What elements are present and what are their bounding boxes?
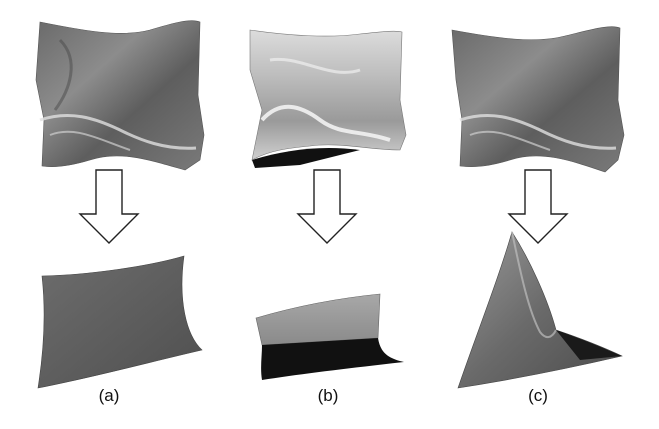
panel-b-folded-surface xyxy=(255,293,404,380)
panel-a-flattened-surface xyxy=(37,255,203,389)
panel-label-a: (a) xyxy=(98,386,120,405)
panel-c-arrow xyxy=(507,169,569,244)
panel-c-crumpled-surface xyxy=(451,26,625,173)
panel-a-arrow xyxy=(78,169,140,244)
panel-a-crumpled-surface xyxy=(35,20,205,171)
panel-label-b: (b) xyxy=(317,386,339,405)
panel-label-c: (c) xyxy=(528,386,548,405)
panel-b-crumpled-surface xyxy=(249,29,407,168)
panel-b-arrow xyxy=(296,169,358,244)
panel-c-cone-surface xyxy=(457,231,623,389)
